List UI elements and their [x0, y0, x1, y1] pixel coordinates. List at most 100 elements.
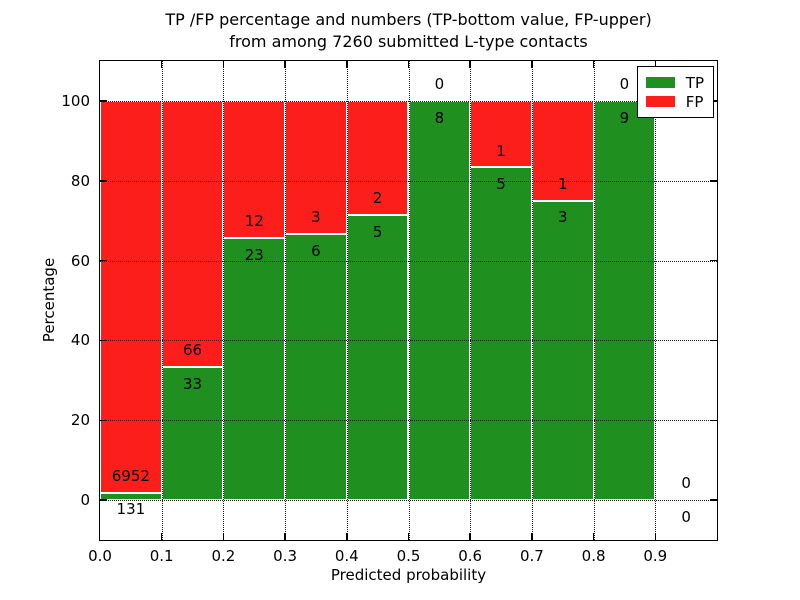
x-tick-mark — [160, 533, 163, 540]
tp-legend-swatch — [645, 77, 675, 88]
x-tick-mark — [654, 533, 657, 540]
y-tick-label: 40 — [70, 331, 90, 350]
x-tick-mark — [592, 533, 595, 540]
tp-count-label: 3 — [557, 208, 568, 227]
x-tick-label: 0.6 — [458, 547, 483, 565]
x-tick-mark — [222, 533, 225, 540]
y-tick-label: 100 — [61, 91, 90, 110]
x-tick-label: 0.4 — [334, 547, 359, 565]
x-axis-label: Predicted probability — [330, 566, 487, 584]
y-tick-mark-right — [710, 180, 717, 182]
x-tick-mark-top — [284, 61, 286, 68]
fp-count-label: 0 — [619, 75, 630, 94]
vertical-gridline — [285, 61, 287, 540]
x-tick-label: 0.8 — [581, 547, 606, 565]
x-tick-mark — [284, 533, 286, 540]
x-tick-mark-top — [407, 61, 410, 68]
grid-layer — [100, 61, 717, 540]
y-tick-label: 0 — [80, 491, 90, 510]
tp-count-label: 6 — [311, 241, 321, 260]
tp-bar-segment — [285, 233, 347, 501]
horizontal-gridline — [100, 340, 717, 342]
x-tick-mark-top — [222, 61, 225, 68]
ticks-layer — [100, 61, 717, 540]
horizontal-gridline — [100, 260, 717, 262]
fp-bar-segment — [346, 100, 409, 215]
x-tick-mark-top — [592, 61, 595, 68]
chart-title-line2: from among 7260 submitted L-type contact… — [229, 32, 588, 51]
tp-bar-segment — [593, 100, 656, 501]
fp-bar-segment — [531, 100, 594, 201]
y-axis-label: Percentage — [40, 257, 58, 343]
fp-count-label: 3 — [311, 208, 321, 227]
tp-bar-segment — [531, 200, 594, 501]
fp-bar-segment — [161, 100, 224, 368]
y-tick-label: 80 — [70, 171, 90, 190]
fp-count-label: 12 — [244, 212, 264, 230]
legend-row-fp: FP — [645, 92, 704, 111]
y-tick-label: 60 — [70, 251, 90, 270]
x-tick-label: 0.3 — [273, 547, 298, 565]
x-tick-label: 0.0 — [88, 547, 112, 565]
tp-count-label: 131 — [116, 500, 146, 519]
x-tick-mark — [407, 533, 410, 540]
fp-count-label: 0 — [681, 474, 691, 493]
tp-legend-label: TP — [685, 73, 704, 92]
y-tick-mark — [100, 339, 107, 342]
x-tick-mark-top — [654, 61, 657, 68]
fp-bar-segment — [100, 100, 162, 493]
y-tick-mark — [100, 100, 107, 102]
horizontal-gridline — [100, 420, 717, 422]
y-tick-mark — [100, 499, 107, 501]
x-tick-label: 0.9 — [643, 547, 668, 565]
x-tick-mark-top — [160, 61, 163, 68]
y-tick-mark-right — [710, 499, 717, 501]
vertical-gridline — [531, 61, 533, 540]
y-tick-mark-right — [710, 339, 717, 342]
vertical-gridline — [655, 61, 657, 540]
horizontal-gridline — [100, 180, 717, 182]
chart-title-line1: TP /FP percentage and numbers (TP-bottom… — [165, 10, 652, 29]
plot-area: 6952 131 66 33 12 23 3 6 2 5 0 8 1 5 1 3 0 9 0 0 TP FP — [99, 60, 718, 541]
fp-count-label: 6952 — [111, 466, 150, 485]
fp-count-label: 2 — [372, 189, 383, 208]
y-tick-mark — [100, 259, 107, 262]
tp-bar-segment — [100, 492, 162, 501]
legend: TP FP — [636, 66, 714, 118]
tp-count-label: 23 — [244, 245, 264, 264]
fp-legend-swatch — [645, 96, 675, 107]
fp-bar-segment — [285, 100, 347, 234]
fp-legend-label: FP — [685, 92, 704, 111]
y-tick-mark — [100, 180, 107, 182]
x-tick-label: 0.7 — [519, 547, 544, 565]
x-tick-label: 0.1 — [149, 547, 174, 565]
tp-count-label: 8 — [434, 108, 445, 127]
x-tick-mark — [531, 533, 533, 540]
vertical-gridline — [470, 61, 472, 540]
y-tick-mark-right — [710, 259, 717, 262]
x-tick-mark — [346, 533, 348, 540]
vertical-gridline — [593, 61, 595, 540]
tp-count-label: 5 — [496, 175, 506, 194]
x-tick-label: 0.5 — [396, 547, 421, 565]
vertical-gridline — [161, 61, 163, 540]
y-tick-mark-right — [710, 419, 717, 421]
x-tick-mark-top — [469, 61, 471, 68]
tp-bar-segment — [223, 237, 286, 501]
fp-count-label: 66 — [183, 341, 203, 360]
tp-count-label: 5 — [372, 222, 383, 241]
x-tick-mark — [469, 533, 471, 540]
y-tick-mark — [100, 419, 107, 421]
bar-count-labels-layer: 6952 131 66 33 12 23 3 6 2 5 0 8 1 5 1 3 0 9 0 0 — [100, 61, 717, 540]
horizontal-gridline — [100, 500, 717, 502]
x-tick-mark-top — [346, 61, 348, 68]
bars-layer — [100, 61, 717, 540]
tp-bar-segment — [346, 214, 409, 501]
tp-count-label: 9 — [619, 108, 630, 127]
y-tick-label: 20 — [70, 411, 90, 430]
x-tick-label: 0.2 — [211, 547, 236, 565]
fp-count-label: 0 — [434, 75, 445, 94]
fp-count-label: 1 — [557, 174, 568, 193]
tp-count-label: 33 — [183, 374, 203, 393]
legend-row-tp: TP — [645, 73, 704, 92]
